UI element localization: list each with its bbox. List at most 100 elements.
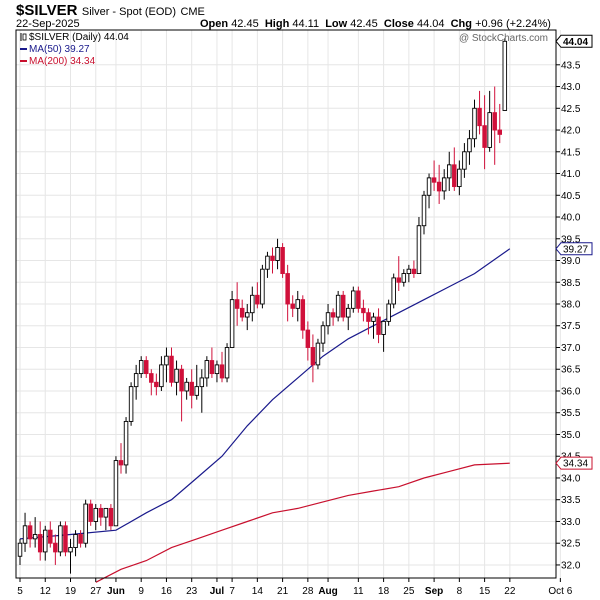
candle — [340, 290, 346, 322]
y-tick-label: 35.5 — [561, 408, 581, 419]
candle — [169, 347, 174, 387]
candle-body — [467, 138, 472, 153]
candle-body — [149, 373, 154, 383]
candle-body — [63, 525, 68, 553]
last-value-labels: 44.04 39.27 34.34 — [555, 34, 593, 470]
candle-body — [48, 529, 53, 544]
candle — [472, 99, 477, 148]
candle-body — [310, 347, 316, 366]
candle — [325, 304, 331, 335]
candle-body — [184, 381, 189, 392]
x-tick-label: 21 — [277, 586, 289, 597]
candle — [43, 525, 48, 561]
candle-body — [214, 364, 220, 375]
candle — [462, 143, 467, 178]
candle — [280, 243, 285, 278]
candle-body — [209, 360, 215, 375]
y-tick-label: 37.5 — [561, 321, 581, 332]
grid — [16, 30, 561, 578]
y-tick-label: 32.0 — [561, 560, 581, 571]
candle — [209, 347, 215, 378]
candle — [93, 504, 98, 531]
candle-body — [411, 268, 417, 275]
candle — [411, 260, 417, 278]
candle-body — [431, 177, 437, 183]
candle — [138, 356, 144, 378]
candle-body — [88, 503, 93, 522]
candle-body — [234, 299, 240, 309]
candle-body — [179, 368, 184, 392]
candle-body — [169, 355, 174, 383]
exchange: CME — [180, 6, 205, 18]
last-value-text: 39.27 — [563, 244, 588, 255]
candle — [224, 343, 230, 383]
candle — [118, 443, 124, 474]
candle — [239, 299, 245, 322]
ma50-series — [19, 248, 511, 540]
candle — [396, 256, 402, 291]
candle-body — [194, 386, 199, 396]
candle — [497, 103, 503, 144]
candle — [285, 264, 290, 322]
y-tick-label: 38.0 — [561, 300, 581, 311]
candle — [351, 286, 356, 313]
candle — [78, 530, 83, 548]
candle-body — [487, 112, 492, 148]
candle-body — [482, 125, 487, 148]
y-tick-label: 43.0 — [561, 82, 581, 93]
candle — [53, 534, 58, 565]
candle — [179, 364, 184, 422]
candle-body — [224, 347, 230, 379]
candle — [386, 299, 391, 326]
y-tick-label: 39.5 — [561, 234, 581, 245]
y-tick-label: 43.5 — [561, 60, 581, 71]
candle-body — [325, 312, 331, 327]
candle-body — [219, 364, 225, 379]
candle-body — [73, 534, 78, 549]
candle — [371, 312, 376, 339]
candle-body — [43, 529, 48, 553]
candle — [133, 364, 139, 400]
candle — [502, 38, 508, 111]
candle — [189, 369, 194, 409]
candle — [426, 173, 432, 209]
open-label: Open — [200, 18, 229, 30]
ma200-line — [95, 462, 510, 583]
candle — [17, 538, 23, 565]
candle-body — [477, 107, 482, 127]
candle-body — [280, 247, 285, 275]
candle — [406, 264, 412, 283]
candle-body — [68, 547, 73, 553]
y-tick-label: 42.5 — [561, 104, 581, 115]
y-tick-label: 39.0 — [561, 256, 581, 267]
x-axis: 5 12 19 27 Jun 9 16 23 Jul 7 14 21 28 Aug 11 18 25 Sep 8 15… — [17, 578, 573, 597]
last-value-tag: 39.27 — [555, 242, 593, 255]
candle-body — [275, 247, 280, 261]
candle-body — [128, 386, 134, 422]
candle-body — [98, 507, 104, 518]
y-tick-label: 40.0 — [561, 213, 581, 224]
candle-body — [290, 303, 295, 309]
candle-body — [452, 164, 457, 188]
candle-body — [335, 294, 341, 318]
candle-body — [376, 316, 381, 335]
candle-body — [244, 312, 250, 318]
x-tick-label: 14 — [252, 586, 264, 597]
candle — [376, 308, 381, 344]
candle-body — [154, 381, 159, 388]
candle-body — [457, 168, 462, 188]
chg-value: +0.96 (+2.24%) — [475, 18, 551, 30]
y-axis: 32.032.533.033.534.034.535.035.536.036.5… — [556, 60, 581, 571]
candle — [27, 521, 33, 548]
candle — [467, 130, 472, 165]
candle — [164, 347, 169, 383]
date: 22-Sep-2025 — [16, 18, 80, 30]
candle — [315, 338, 321, 370]
description: Silver - Spot (EOD) — [81, 6, 176, 18]
candle — [335, 290, 341, 322]
candle-body — [416, 225, 422, 275]
x-tick-label: 25 — [403, 586, 415, 597]
candle-body — [164, 355, 169, 366]
close-label: Close — [383, 18, 414, 30]
